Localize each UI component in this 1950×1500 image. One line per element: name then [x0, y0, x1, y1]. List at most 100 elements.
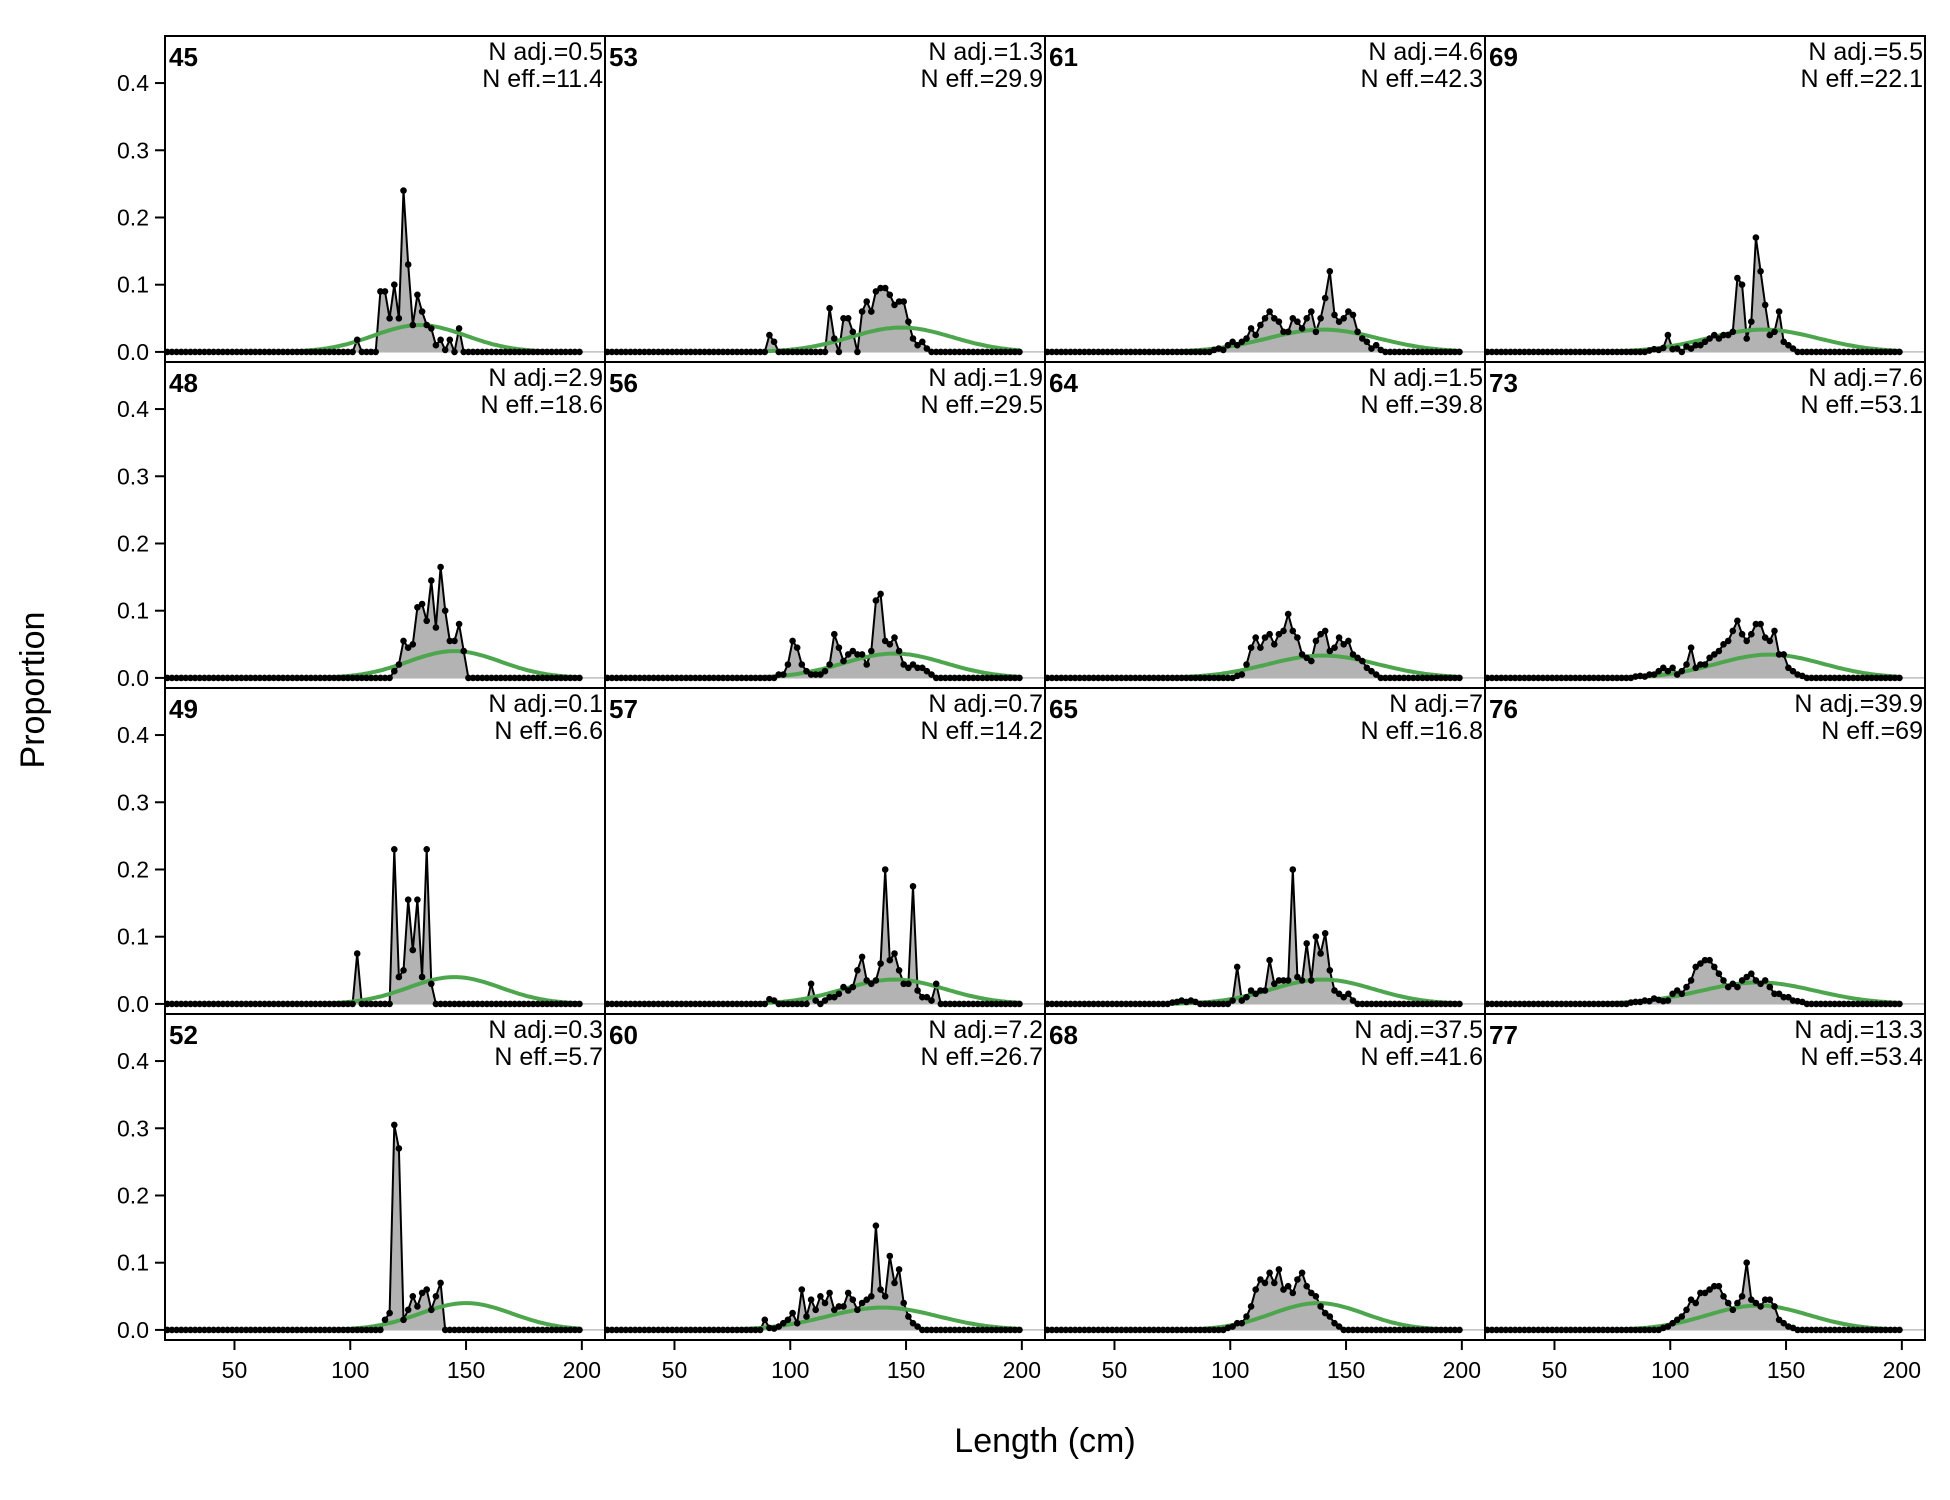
- observed-point: [1108, 348, 1116, 356]
- observed-point: [1335, 634, 1343, 641]
- observed-point: [335, 348, 343, 356]
- observed-point: [1271, 980, 1278, 988]
- observed-point: [548, 1326, 555, 1334]
- observed-point: [252, 1000, 259, 1008]
- observed-point: [636, 674, 643, 682]
- observed-point: [738, 1000, 745, 1008]
- observed-point: [631, 1326, 639, 1334]
- panel-73: 73 N adj.=7.6N eff.=53.1: [1484, 361, 1926, 689]
- observed-point: [965, 1326, 972, 1334]
- observed-point: [1178, 1326, 1185, 1334]
- observed-point: [1840, 1326, 1848, 1334]
- observed-point: [1896, 674, 1903, 682]
- observed-point: [1896, 1326, 1903, 1334]
- observed-point: [1108, 1000, 1116, 1008]
- observed-point: [1206, 1000, 1213, 1008]
- observed-point: [321, 1000, 329, 1008]
- observed-point: [775, 1000, 782, 1008]
- observed-point: [937, 1326, 945, 1334]
- observed-point: [534, 1326, 542, 1334]
- observed-point: [784, 348, 792, 356]
- observed-point: [432, 1000, 440, 1008]
- observed-point: [1896, 348, 1903, 356]
- observed-point: [988, 1326, 995, 1334]
- observed-point: [224, 348, 231, 356]
- observed-point: [1447, 1326, 1454, 1334]
- panel-label: 60: [609, 1020, 638, 1050]
- observed-point: [1636, 1326, 1644, 1334]
- observed-point: [321, 348, 329, 356]
- observed-point: [400, 637, 407, 645]
- observed-point: [1349, 651, 1357, 658]
- observed-point: [793, 1319, 801, 1327]
- observed-point: [377, 1326, 384, 1334]
- observed-point: [1849, 348, 1857, 356]
- n-eff-label: N eff.=53.1: [1800, 391, 1923, 419]
- observed-point: [965, 348, 972, 356]
- observed-point: [1243, 661, 1250, 668]
- observed-point: [645, 348, 653, 356]
- observed-point: [238, 1000, 245, 1008]
- observed-point: [1451, 1326, 1459, 1334]
- observed-point: [1863, 1326, 1871, 1334]
- observed-point: [252, 348, 259, 356]
- observed-point: [627, 674, 634, 682]
- observed-point: [969, 1326, 977, 1334]
- observed-point: [1715, 335, 1723, 342]
- observed-point: [1150, 1000, 1158, 1008]
- observed-point: [1887, 348, 1894, 356]
- observed-point: [1863, 674, 1871, 682]
- observed-point: [474, 1000, 481, 1008]
- observed-point: [298, 674, 305, 682]
- observed-point: [1766, 331, 1774, 339]
- observed-point: [1664, 1323, 1672, 1330]
- observed-point: [877, 590, 884, 598]
- observed-point: [1331, 311, 1338, 319]
- observed-point: [497, 674, 505, 682]
- observed-point: [659, 348, 667, 356]
- y-tick-label: 0.4: [117, 1048, 149, 1074]
- observed-point: [886, 291, 894, 299]
- observed-point: [1233, 341, 1241, 349]
- observed-point: [1220, 674, 1227, 682]
- observed-point: [1609, 1326, 1616, 1334]
- observed-point: [1340, 993, 1347, 1001]
- observed-point: [1567, 348, 1574, 356]
- observed-point: [1497, 674, 1505, 682]
- observed-point: [1840, 1000, 1848, 1008]
- observed-point: [539, 348, 546, 356]
- observed-point: [483, 348, 491, 356]
- observed-point: [316, 1326, 324, 1334]
- observed-point: [1261, 987, 1269, 994]
- observed-point: [705, 348, 713, 356]
- observed-point: [479, 1326, 486, 1334]
- observed-point: [849, 1296, 857, 1303]
- observed-point: [631, 1000, 639, 1008]
- observed-point: [817, 671, 824, 678]
- observed-point: [201, 674, 208, 682]
- observed-point: [1775, 1316, 1783, 1324]
- observed-point: [1118, 1000, 1125, 1008]
- observed-point: [1701, 956, 1709, 964]
- observed-point: [1711, 963, 1718, 971]
- observed-line: [607, 287, 1020, 353]
- observed-point: [1372, 1326, 1380, 1334]
- panel-60: 60 N adj.=7.2N eff.=26.750 100 150 200: [604, 1013, 1046, 1383]
- observed-point: [1789, 667, 1797, 675]
- observed-point: [1761, 1296, 1769, 1303]
- panel-label: 57: [609, 694, 638, 724]
- observed-point: [1298, 1269, 1306, 1277]
- observed-point: [826, 661, 833, 668]
- observed-point: [1493, 674, 1500, 682]
- observed-point: [905, 318, 912, 326]
- observed-point: [840, 1303, 847, 1310]
- observed-point: [1085, 348, 1093, 356]
- observed-point: [1113, 674, 1121, 682]
- observed-point: [1687, 345, 1695, 352]
- observed-point: [256, 348, 264, 356]
- observed-point: [483, 1000, 491, 1008]
- observed-point: [1164, 1326, 1171, 1334]
- observed-point: [1090, 674, 1097, 682]
- observed-point: [1354, 654, 1361, 662]
- observed-point: [1817, 674, 1825, 682]
